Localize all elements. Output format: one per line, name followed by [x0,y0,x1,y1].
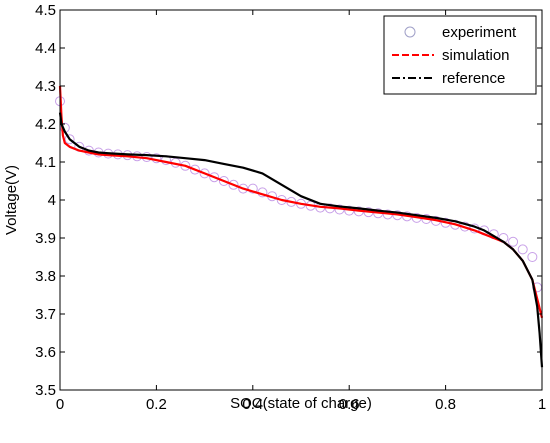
y-tick-label: 3.9 [35,230,56,247]
legend-item-simulation: simulation [392,47,510,64]
y-tick-label: 4.2 [35,116,56,133]
x-tick-label: 0.2 [146,396,167,413]
y-tick-label: 4.5 [35,2,56,19]
y-tick-label: 4.3 [35,78,56,95]
y-tick-label: 4.1 [35,154,56,171]
series-line [58,85,544,319]
data-point [228,179,239,190]
y-tick-label: 3.8 [35,268,56,285]
data-point [527,252,538,262]
legend-box [383,15,537,95]
data-point [209,172,220,183]
x-tick-label: 0.8 [435,396,456,413]
legend-item-experiment: experiment [404,24,517,41]
legend-label: reference [442,70,505,87]
legend-label: experiment [442,24,517,41]
data-point [517,244,528,255]
legend-label: simulation [442,47,510,64]
data-point [508,236,519,247]
data-point [247,183,258,194]
data-point [238,183,249,194]
y-tick-label: 4 [48,192,56,209]
data-point [189,164,200,175]
y-tick-label: 3.5 [35,382,56,399]
y-axis-title: Voltage(V) [3,165,20,235]
legend-marker-icon [404,26,416,38]
legend-item-reference: reference [392,70,505,87]
series-line [58,112,544,368]
x-axis-title: SOC(state of charge) [230,395,372,412]
x-tick-label: 0 [56,396,64,413]
ticks-layer: 0 0.2 0.4 0.6 0.8 1 3.5 3.6 3.7 3.8 3.9 4 4.1 4.2 4.3 4… [35,2,546,413]
y-tick-label: 4.4 [35,40,56,57]
y-tick-label: 3.6 [35,344,56,361]
data-point [64,134,75,145]
x-tick-label: 0.4 [242,396,263,413]
legend: experiment simulation reference [383,15,537,95]
x-tick-label: 0.6 [339,396,360,413]
x-tick-label: 1 [538,396,546,413]
y-tick-label: 3.7 [35,306,56,323]
series-reference [58,112,544,368]
series-simulation [58,85,544,319]
data-point [199,168,210,179]
series-layer [55,85,544,368]
data-point [218,176,229,186]
